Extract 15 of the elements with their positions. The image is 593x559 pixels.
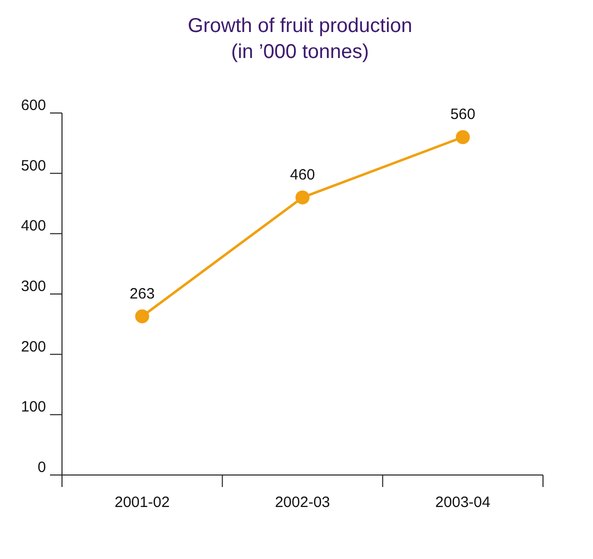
y-tick-label: 500 (20, 157, 46, 174)
chart-subtitle: (in ’000 tonnes) (231, 41, 369, 63)
x-tick-label: 2003-04 (435, 494, 490, 511)
y-tick-label: 100 (20, 398, 46, 416)
y-tick-label: 200 (20, 338, 46, 356)
y-tick-label: 0 (38, 459, 46, 476)
data-label: 560 (450, 106, 476, 124)
y-tick-label: 300 (20, 278, 46, 295)
y-tick-label: 400 (20, 218, 46, 235)
chart-title: Growth of fruit production (188, 15, 412, 37)
data-label: 263 (130, 285, 155, 302)
x-tick-label: 2001-02 (114, 494, 170, 511)
y-tick-label: 600 (20, 97, 46, 114)
data-label: 460 (290, 166, 316, 184)
x-tick-label: 2002-03 (274, 494, 330, 511)
